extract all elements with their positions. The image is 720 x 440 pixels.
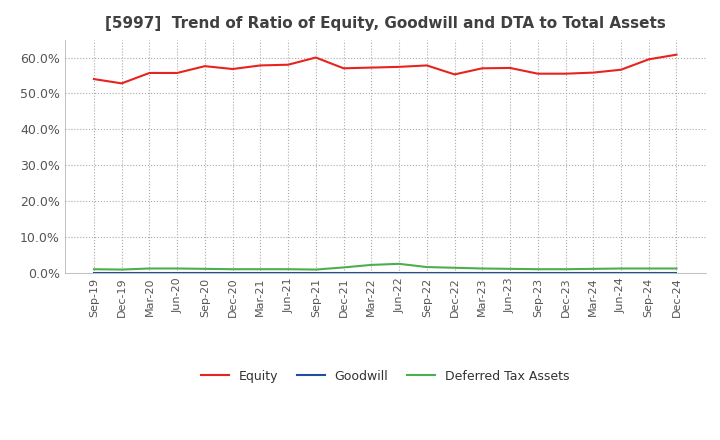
Equity (284, 62, 292, 67)
Equity (534, 71, 542, 76)
Goodwill (284, 270, 292, 275)
Goodwill (478, 270, 487, 275)
Goodwill (312, 270, 320, 275)
Equity (312, 55, 320, 60)
Equity (505, 65, 514, 70)
Goodwill (145, 270, 154, 275)
Deferred Tax Assets (561, 267, 570, 272)
Goodwill (423, 270, 431, 275)
Goodwill (89, 270, 98, 275)
Deferred Tax Assets (201, 266, 210, 271)
Equity (339, 66, 348, 71)
Equity (367, 65, 376, 70)
Goodwill (534, 270, 542, 275)
Equity (173, 70, 181, 76)
Deferred Tax Assets (450, 265, 459, 271)
Deferred Tax Assets (644, 266, 653, 271)
Deferred Tax Assets (672, 266, 681, 271)
Equity (616, 67, 625, 72)
Equity (423, 63, 431, 68)
Deferred Tax Assets (89, 267, 98, 272)
Deferred Tax Assets (256, 267, 265, 272)
Equity (644, 57, 653, 62)
Goodwill (450, 270, 459, 275)
Deferred Tax Assets (339, 265, 348, 270)
Goodwill (505, 270, 514, 275)
Deferred Tax Assets (284, 267, 292, 272)
Goodwill (339, 270, 348, 275)
Deferred Tax Assets (145, 266, 154, 271)
Goodwill (201, 270, 210, 275)
Equity (672, 52, 681, 57)
Line: Equity: Equity (94, 55, 677, 83)
Goodwill (173, 270, 181, 275)
Equity (201, 63, 210, 69)
Goodwill (367, 270, 376, 275)
Equity (89, 77, 98, 82)
Deferred Tax Assets (589, 266, 598, 271)
Equity (589, 70, 598, 75)
Goodwill (589, 270, 598, 275)
Deferred Tax Assets (395, 261, 403, 267)
Title: [5997]  Trend of Ratio of Equity, Goodwill and DTA to Total Assets: [5997] Trend of Ratio of Equity, Goodwil… (105, 16, 665, 32)
Goodwill (672, 270, 681, 275)
Deferred Tax Assets (173, 266, 181, 271)
Equity (561, 71, 570, 76)
Equity (450, 72, 459, 77)
Deferred Tax Assets (312, 267, 320, 272)
Goodwill (561, 270, 570, 275)
Deferred Tax Assets (117, 267, 126, 272)
Equity (256, 63, 265, 68)
Deferred Tax Assets (505, 266, 514, 271)
Goodwill (616, 270, 625, 275)
Deferred Tax Assets (534, 267, 542, 272)
Deferred Tax Assets (478, 266, 487, 271)
Legend: Equity, Goodwill, Deferred Tax Assets: Equity, Goodwill, Deferred Tax Assets (197, 365, 574, 388)
Equity (117, 81, 126, 86)
Equity (145, 70, 154, 76)
Goodwill (256, 270, 265, 275)
Line: Deferred Tax Assets: Deferred Tax Assets (94, 264, 677, 270)
Equity (395, 64, 403, 70)
Goodwill (228, 270, 237, 275)
Deferred Tax Assets (228, 267, 237, 272)
Deferred Tax Assets (367, 262, 376, 268)
Deferred Tax Assets (423, 264, 431, 270)
Equity (478, 66, 487, 71)
Goodwill (117, 270, 126, 275)
Goodwill (644, 270, 653, 275)
Equity (228, 66, 237, 72)
Deferred Tax Assets (616, 266, 625, 271)
Goodwill (395, 270, 403, 275)
